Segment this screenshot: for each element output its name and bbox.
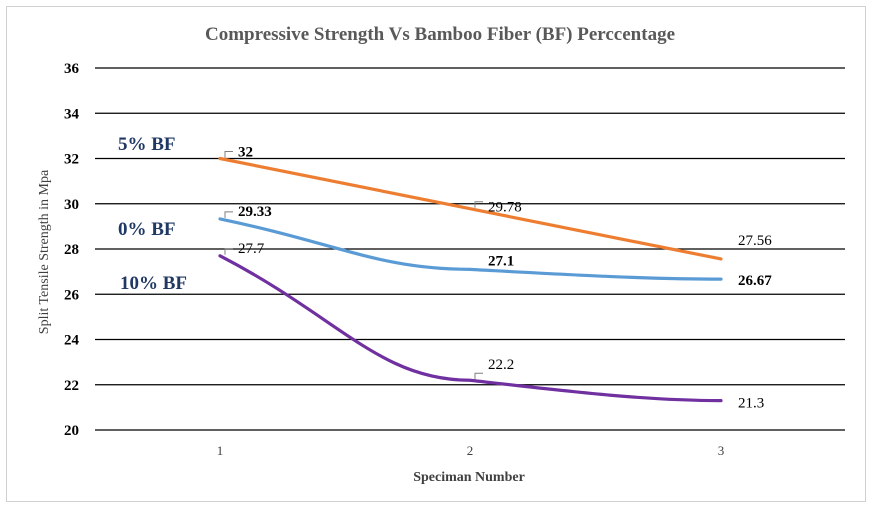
chart-title: Compressive Strength Vs Bamboo Fiber (BF…	[205, 24, 675, 45]
data-label: 29.78	[488, 200, 522, 216]
label-leader	[224, 151, 233, 158]
series-line-2	[218, 254, 723, 403]
data-label: 29.33	[238, 204, 272, 220]
series-name-label: 10% BF	[120, 273, 187, 294]
x-tick-label: 2	[467, 443, 474, 458]
y-tick-label: 28	[64, 242, 79, 258]
data-labels: 32 29.78 27.56 29.33 27.1 26.67 27.7 22.2 21.3	[224, 145, 772, 412]
data-label: 32	[238, 145, 253, 161]
y-tick-label: 20	[64, 423, 79, 439]
y-tick-label: 22	[64, 378, 79, 394]
data-label: 26.67	[738, 273, 772, 289]
data-label: 27.1	[488, 253, 514, 269]
y-tick-label: 34	[64, 106, 80, 122]
y-tick-label: 24	[64, 333, 80, 349]
series-names: 5% BF 0% BF 10% BF	[118, 134, 187, 294]
data-label: 27.56	[738, 233, 772, 249]
series-line-1	[218, 217, 723, 281]
x-tick-label: 3	[718, 443, 725, 458]
y-tick-label: 26	[64, 287, 80, 303]
x-tick-label: 1	[217, 443, 224, 458]
x-axis-ticks: 1 2 3	[217, 443, 725, 458]
data-label: 21.3	[738, 396, 764, 412]
label-leader	[474, 201, 483, 208]
series-name-label: 5% BF	[118, 134, 176, 155]
y-tick-label: 30	[64, 197, 79, 213]
x-axis-label: Speciman Number	[413, 470, 525, 485]
series-lines	[218, 156, 723, 403]
data-label: 22.2	[488, 357, 514, 373]
y-axis-ticks: 20 22 24 26 28 30 32 34 36	[64, 61, 80, 439]
gridlines	[95, 67, 845, 431]
chart-frame	[6, 6, 866, 502]
series-line-0	[218, 156, 723, 261]
label-leader	[474, 372, 483, 380]
y-axis-label: Split Tensile Strength in Mpa	[37, 169, 52, 334]
label-leader	[224, 248, 233, 255]
data-label: 27.7	[238, 241, 265, 257]
series-name-label: 0% BF	[118, 219, 176, 240]
label-leader	[224, 211, 233, 218]
y-tick-label: 36	[64, 61, 80, 77]
y-tick-label: 32	[64, 152, 79, 168]
